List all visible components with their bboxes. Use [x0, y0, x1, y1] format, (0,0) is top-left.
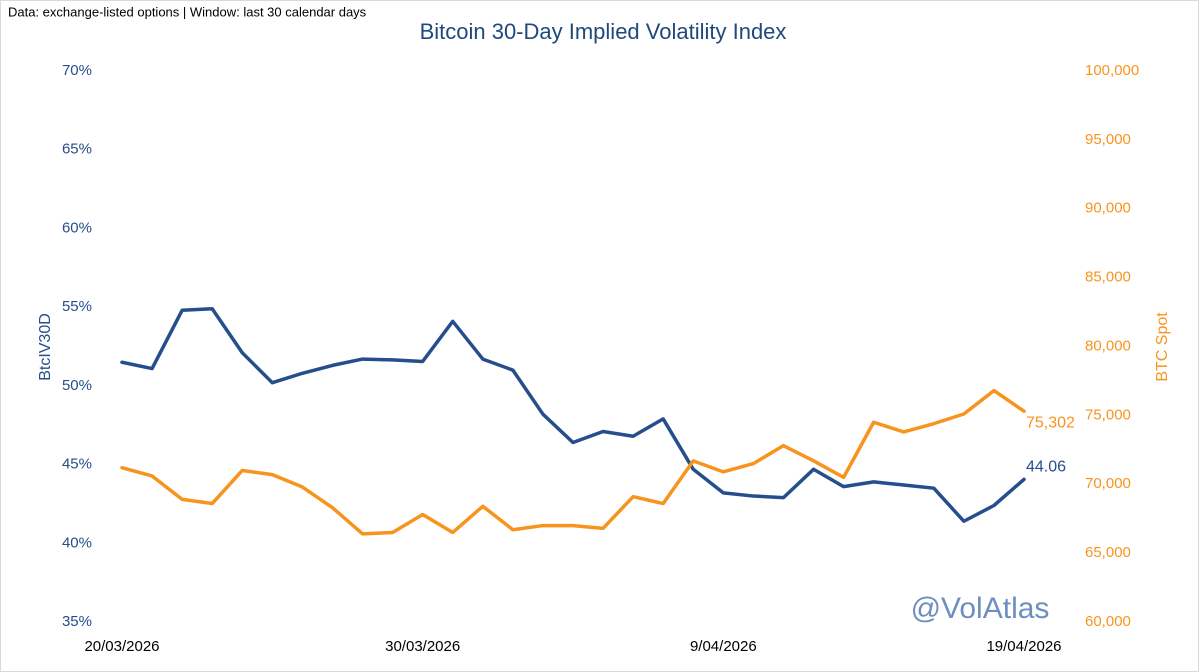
series-line — [120, 388, 1026, 536]
y2-tick-label: 85,000 — [1085, 269, 1131, 286]
y-tick-label: 40% — [62, 534, 92, 551]
y2-tick-label: 60,000 — [1085, 613, 1131, 630]
y-tick-label: 50% — [62, 377, 92, 394]
y2-tick-label: 90,000 — [1085, 200, 1131, 217]
y-tick-label: 55% — [62, 298, 92, 315]
y2-tick-label: 100,000 — [1085, 62, 1139, 79]
series-line — [120, 306, 1026, 523]
y2-tick-label: 65,000 — [1085, 544, 1131, 561]
y-tick-label: 45% — [62, 456, 92, 473]
y2-tick-label: 80,000 — [1085, 337, 1131, 354]
y2-tick-label: 75,000 — [1085, 406, 1131, 423]
y-tick-label: 70% — [62, 62, 92, 79]
x-tick-label: 30/03/2026 — [385, 638, 460, 655]
y-tick-label: 65% — [62, 141, 92, 158]
x-tick-label: 20/03/2026 — [84, 638, 159, 655]
y2-axis-title: BTC Spot — [1154, 312, 1171, 382]
y2-tick-label: 70,000 — [1085, 475, 1131, 492]
y-tick-label: 60% — [62, 219, 92, 236]
x-tick-label: 19/04/2026 — [986, 638, 1061, 655]
x-tick-label: 9/04/2026 — [690, 638, 757, 655]
watermark: @VolAtlas — [911, 592, 1050, 625]
y2-tick-label: 95,000 — [1085, 131, 1131, 148]
value-label: 75,302 — [1026, 414, 1075, 431]
chart-title: Bitcoin 30-Day Implied Volatility Index — [420, 19, 787, 44]
subtitle: Data: exchange-listed options | Window: … — [8, 4, 367, 19]
y-axis-title: BtcIV30D — [37, 313, 54, 381]
value-label: 44.06 — [1026, 459, 1066, 476]
y-tick-label: 35% — [62, 613, 92, 630]
